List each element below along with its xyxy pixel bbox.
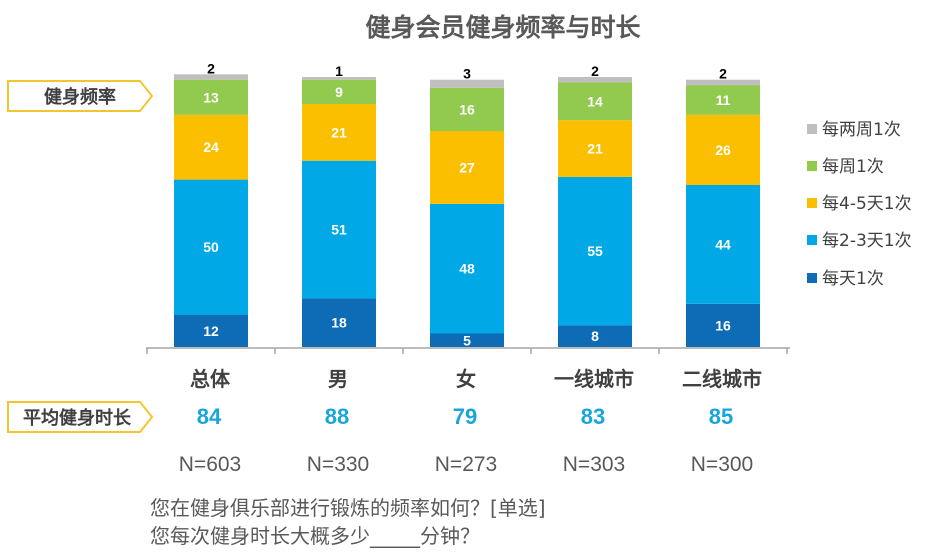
avg-duration-4: 85: [709, 404, 733, 429]
bar-segment-daily-3: [558, 325, 632, 347]
data-label-four_five-1: 21: [331, 124, 347, 140]
bar-segment-biweekly-1: [302, 77, 376, 80]
bar-segment-weekly-3: [558, 82, 632, 121]
x-tick-layer: [146, 348, 788, 354]
legend-label-weekly: 每周1次: [822, 157, 884, 177]
category-label-0: 总体: [190, 367, 231, 391]
bar-segment-four_five-2: [430, 131, 504, 204]
frequency-tag-shape: [7, 80, 154, 112]
value-labels-layer: 12 50 24 13 2 18 51 21 9 1 5 48 27 16 3 8 55 21 14 2 16 44 26 1…: [203, 60, 731, 348]
bar-segment-two_three-1: [302, 160, 376, 299]
question-note-1: 您在健身俱乐部进行锻炼的频率如何？[单选]: [150, 496, 546, 520]
bar-segment-two_three-3: [558, 176, 632, 326]
data-label-daily-3: 8: [591, 328, 599, 344]
bar-segment-four_five-4: [686, 114, 760, 185]
avg-duration-2: 79: [453, 404, 477, 429]
data-label-biweekly-0: 2: [207, 60, 215, 76]
data-label-biweekly-1: 1: [335, 63, 343, 79]
bar-segment-weekly-1: [302, 79, 376, 104]
bar-segment-biweekly-4: [686, 79, 760, 86]
category-label-3: 一线城市: [554, 367, 634, 391]
bar-segment-two_three-4: [686, 185, 760, 304]
bar-segment-four_five-1: [302, 104, 376, 161]
data-label-weekly-2: 16: [459, 101, 475, 117]
data-label-daily-0: 12: [203, 323, 219, 339]
bar-segment-biweekly-3: [558, 77, 632, 83]
data-label-two_three-2: 48: [459, 261, 475, 277]
bar-segment-biweekly-2: [430, 79, 504, 88]
question-note-2: 您每次健身时长大概多少_____分钟？: [150, 524, 480, 548]
legend-swatch-four_five: [807, 198, 817, 208]
avg-duration-3: 83: [581, 404, 605, 429]
legend-swatch-daily: [807, 273, 817, 283]
duration-tag-label: 平均健身时长: [23, 407, 132, 429]
data-label-four_five-0: 24: [203, 139, 219, 155]
avg-duration-1: 88: [325, 404, 349, 429]
data-label-weekly-0: 13: [203, 89, 219, 105]
sample-size-4: N=300: [691, 453, 753, 476]
bars-layer: [174, 74, 760, 347]
legend-label-four_five: 每4-5天1次: [822, 194, 912, 214]
legend-swatch-biweekly: [807, 124, 817, 134]
sample-size-0: N=603: [179, 453, 241, 476]
data-label-four_five-4: 26: [715, 142, 731, 158]
legend-label-daily: 每天1次: [822, 269, 884, 289]
sample-size-3: N=303: [563, 453, 625, 476]
data-label-two_three-0: 50: [203, 239, 219, 255]
sample-size-2: N=273: [435, 453, 497, 476]
avg-duration-layer: 84 88 79 83 85: [197, 404, 733, 429]
data-label-biweekly-2: 3: [463, 66, 471, 82]
duration-tag-shape: [7, 401, 154, 433]
data-label-weekly-4: 11: [716, 92, 731, 108]
bar-segment-weekly-4: [686, 85, 760, 115]
bar-segment-daily-1: [302, 298, 376, 347]
legend-swatch-two_three: [807, 235, 817, 245]
bar-segment-four_five-3: [558, 120, 632, 177]
data-label-four_five-2: 27: [459, 159, 475, 175]
data-label-daily-2: 5: [463, 332, 471, 348]
data-label-daily-1: 18: [331, 315, 347, 331]
frequency-tag: 健身频率: [7, 80, 154, 112]
data-label-biweekly-3: 2: [591, 63, 599, 79]
bar-segment-weekly-0: [174, 79, 248, 115]
legend-item-weekly: 每周1次: [807, 157, 884, 177]
data-label-biweekly-4: 2: [719, 66, 727, 82]
bar-segment-two_three-0: [174, 179, 248, 315]
category-labels-layer: 总体 男 女 一线城市 二线城市: [190, 367, 762, 391]
category-label-1: 男: [328, 367, 348, 391]
data-label-two_three-1: 51: [331, 222, 347, 238]
data-label-weekly-3: 14: [587, 93, 603, 109]
legend-item-four_five: 每4-5天1次: [807, 194, 912, 214]
avg-duration-0: 84: [197, 404, 222, 429]
chart-title: 健身会员健身频率与时长: [365, 13, 641, 42]
data-label-weekly-1: 9: [335, 84, 343, 100]
bar-segment-daily-2: [430, 333, 504, 347]
bar-segment-biweekly-0: [174, 74, 248, 80]
bar-segment-daily-4: [686, 303, 760, 347]
legend-swatch-weekly: [807, 161, 817, 171]
data-label-two_three-4: 44: [715, 236, 731, 252]
legend-item-daily: 每天1次: [807, 269, 884, 289]
sample-size-layer: N=603 N=330 N=273 N=303 N=300: [179, 453, 753, 476]
bar-segment-four_five-0: [174, 114, 248, 180]
frequency-tag-label: 健身频率: [44, 86, 116, 108]
data-label-two_three-3: 55: [587, 243, 603, 259]
legend-item-two_three: 每2-3天1次: [807, 231, 912, 251]
duration-tag: 平均健身时长: [7, 401, 154, 433]
data-label-daily-4: 16: [715, 317, 731, 333]
category-label-2: 女: [456, 367, 476, 391]
legend-label-two_three: 每2-3天1次: [822, 231, 912, 251]
category-label-4: 二线城市: [682, 367, 762, 391]
bar-segment-weekly-2: [430, 87, 504, 131]
legend-label-biweekly: 每两周1次: [822, 120, 901, 140]
sample-size-1: N=330: [307, 453, 369, 476]
data-label-four_five-3: 21: [587, 141, 603, 157]
bar-segment-daily-0: [174, 314, 248, 347]
bar-segment-two_three-2: [430, 203, 504, 334]
legend-item-biweekly: 每两周1次: [807, 120, 901, 140]
